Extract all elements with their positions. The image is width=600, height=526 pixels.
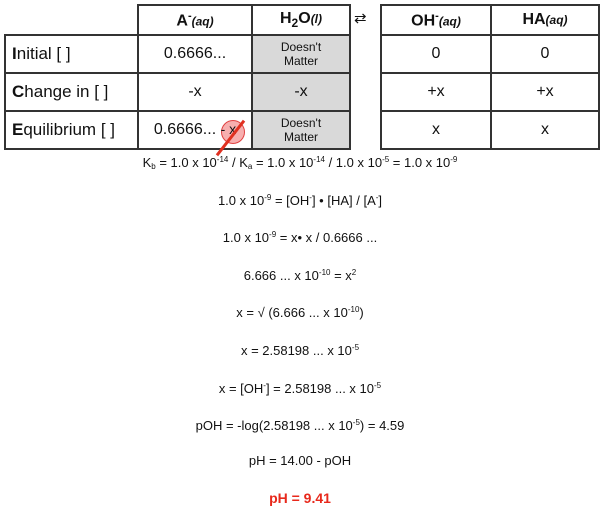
cell-ha: +x <box>490 72 600 112</box>
label-rest: hange in [ ] <box>24 82 109 101</box>
equation-sup: -9 <box>269 230 277 240</box>
equilibrium-arrow-icon: ⇄ <box>354 10 367 27</box>
cell-text: Matter <box>283 54 318 68</box>
equation-text: 1.0 x 10 <box>217 192 265 208</box>
cell-text: Doesn't <box>280 116 322 130</box>
equation-line: x = √ (6.666 ... x 10-10) <box>0 300 600 338</box>
final-answer: pH = 9.41 <box>269 490 331 507</box>
equation-sup: -5 <box>351 342 360 352</box>
header-text: H <box>279 9 292 27</box>
equation-steps: Kb = 1.0 x 10-14 / Ka = 1.0 x 10-14 / 1.… <box>0 150 600 526</box>
equation-line: 1.0 x 10-9 = x• x / 0.6666 ... <box>0 225 600 263</box>
cell-h2o: Doesn't Matter <box>251 34 351 74</box>
header-sup: - <box>187 9 192 22</box>
equation-text: ) <box>359 305 364 321</box>
equation-line: Kb = 1.0 x 10-14 / Ka = 1.0 x 10-14 / 1.… <box>0 150 600 188</box>
equation-sub: b <box>151 162 156 171</box>
equation-sup: -10 <box>318 267 331 277</box>
equation-text: 6.666 ... x 10 <box>243 267 319 283</box>
header-state: (l) <box>310 11 323 26</box>
header-oh-minus: OH-(aq) <box>380 4 492 36</box>
header-state: (aq) <box>545 13 568 27</box>
header-text: A <box>176 12 188 30</box>
equation-line: x = 2.58198 ... x 10-5 <box>0 338 600 376</box>
header-h2o: H2O(l) <box>251 4 351 36</box>
label-initial: E <box>12 120 24 139</box>
header-state: (aq) <box>191 14 214 29</box>
label-initial: I <box>12 44 17 63</box>
cell-oh: x <box>380 110 492 150</box>
row-label: Equilibrium [ ] <box>4 110 139 150</box>
header-text: OH <box>411 12 436 30</box>
equation-sup: - <box>263 380 266 390</box>
equation-sup: - <box>375 192 379 202</box>
cell-ha: 0 <box>490 34 600 74</box>
equation-text: / K <box>228 155 248 170</box>
equation-text: 1.0 x 10 <box>222 230 270 246</box>
equation-text: = 1.0 x 10 <box>155 155 217 170</box>
header-state: (aq) <box>438 14 461 29</box>
header-text: HA <box>522 11 546 28</box>
equation-sup: 2 <box>351 267 357 277</box>
equation-sup: -5 <box>352 418 360 428</box>
equation-sup: -9 <box>450 155 458 164</box>
equation-text: = x• x / 0.6666 ... <box>276 230 378 246</box>
cell-a: -x <box>137 72 253 112</box>
cell-text: 0.6666... <box>153 121 221 138</box>
label-initial: C <box>12 82 25 101</box>
cell-text: Matter <box>283 130 318 144</box>
equation-text: K <box>142 155 152 170</box>
equation-sup: -14 <box>313 155 325 164</box>
cell-oh: 0 <box>380 34 492 74</box>
blank-corner <box>5 5 139 36</box>
equation-line: pH = 14.00 - pOH <box>0 451 600 489</box>
equation-text: pH = 14.00 - pOH <box>248 452 352 468</box>
equation-line: 6.666 ... x 10-10 = x2 <box>0 263 600 301</box>
equation-sup: -9 <box>264 192 272 202</box>
equation-text: ] = 2.58198 ... x 10 <box>265 380 375 396</box>
label-rest: quilibrium [ ] <box>23 120 115 139</box>
equation-text: ] • [HA] / [A <box>311 192 376 208</box>
equation-text: = 1.0 x 10 <box>389 155 451 170</box>
row-initial: Initial [ ] 0.6666... Doesn't Matter <box>4 34 351 74</box>
equation-text: pOH = -log(2.58198 ... x 10 <box>195 418 353 434</box>
equation-sup: - <box>309 192 312 202</box>
equation-text: = [OH <box>271 192 310 208</box>
label-rest: nitial [ ] <box>16 44 71 63</box>
header-text: O <box>298 9 311 27</box>
header-sub: 2 <box>291 16 299 31</box>
ice-table-reactants: A-(aq) H2O(l) Initial [ ] 0.6666... Does… <box>4 4 351 157</box>
equation-text: = x <box>330 267 352 283</box>
equation-text: ) = 4.59 <box>359 418 405 434</box>
equation-text: x = [OH <box>218 380 264 396</box>
equation-sup: -5 <box>382 155 390 164</box>
equation-sup: -5 <box>374 380 382 390</box>
equation-text: = 1.0 x 10 <box>252 155 314 170</box>
header-ha: HA(aq) <box>490 4 600 36</box>
cell-h2o: -x <box>251 72 351 112</box>
equation-sup: -14 <box>216 155 229 164</box>
row-label: Initial [ ] <box>4 34 139 74</box>
equation-sub: a <box>247 162 253 171</box>
equation-text: ] <box>378 192 383 208</box>
equation-text: / 1.0 x 10 <box>324 155 383 170</box>
equation-text: x = 2.58198 ... x 10 <box>240 342 352 358</box>
equation-sup: -10 <box>347 305 360 315</box>
cell-ha: x <box>490 110 600 150</box>
row-label: Change in [ ] <box>4 72 139 112</box>
cell-a: 0.6666... - x <box>137 110 253 157</box>
header-sup: - <box>435 9 439 22</box>
row-change: Change in [ ] -x -x <box>4 72 351 112</box>
equation-line: 1.0 x 10-9 = [OH-] • [HA] / [A-] <box>0 188 600 226</box>
cell-h2o: Doesn't Matter <box>251 110 351 150</box>
cell-a: 0.6666... <box>137 34 253 74</box>
cell-text: Doesn't <box>280 40 322 54</box>
equation-line: pOH = -log(2.58198 ... x 10-5) = 4.59 <box>0 413 600 451</box>
cell-oh: +x <box>380 72 492 112</box>
equation-text: x = √ (6.666 ... x 10 <box>236 305 348 321</box>
row-equilibrium: Equilibrium [ ] 0.6666... - x Doesn't Mat… <box>4 110 351 157</box>
header-a-minus: A-(aq) <box>137 4 253 36</box>
equation-line: x = [OH-] = 2.58198 ... x 10-5 <box>0 376 600 414</box>
